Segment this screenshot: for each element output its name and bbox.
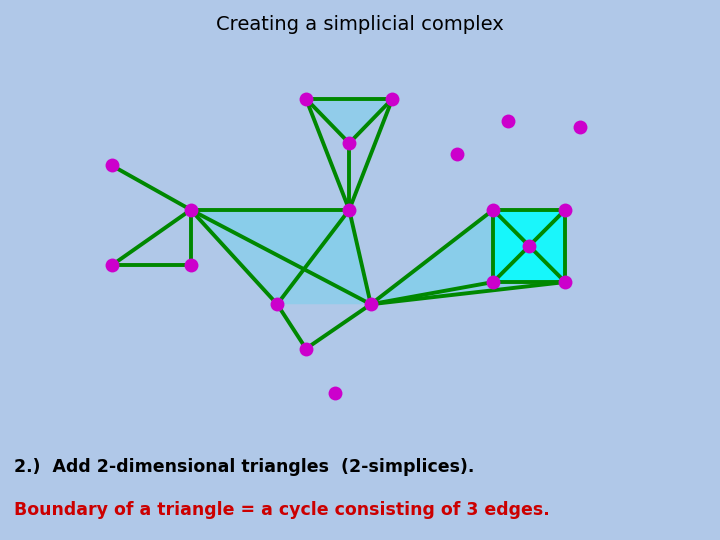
Point (185, 261, 197, 269)
Polygon shape (371, 210, 565, 304)
Point (559, 206, 571, 214)
Point (574, 122, 585, 131)
Text: Creating a simplicial complex: Creating a simplicial complex (216, 15, 504, 34)
Text: 2.)  Add 2-dimensional triangles  (2-simplices).: 2.) Add 2-dimensional triangles (2-simpl… (14, 458, 474, 476)
Point (523, 241, 535, 250)
Polygon shape (493, 210, 565, 282)
Point (502, 117, 513, 125)
Point (185, 206, 197, 214)
Polygon shape (277, 210, 371, 304)
Point (343, 139, 355, 147)
Point (487, 206, 499, 214)
Point (300, 94, 312, 103)
Point (106, 261, 117, 269)
Point (451, 150, 463, 159)
Point (300, 345, 312, 353)
Polygon shape (191, 210, 371, 304)
Polygon shape (371, 210, 493, 304)
Point (106, 161, 117, 170)
Point (487, 278, 499, 286)
Point (559, 278, 571, 286)
Point (365, 300, 377, 308)
Point (329, 389, 341, 397)
Point (343, 206, 355, 214)
Polygon shape (306, 99, 392, 143)
Point (271, 300, 283, 308)
Point (387, 94, 398, 103)
Text: Boundary of a triangle = a cycle consisting of 3 edges.: Boundary of a triangle = a cycle consist… (14, 501, 550, 519)
Polygon shape (191, 210, 349, 304)
